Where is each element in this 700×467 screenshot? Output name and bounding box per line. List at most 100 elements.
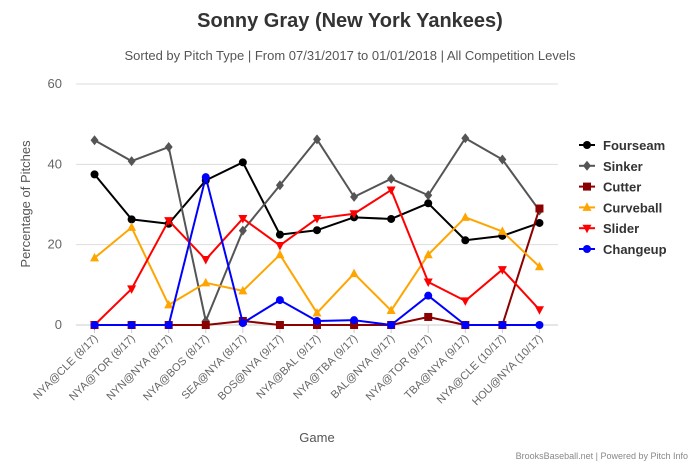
legend: Fourseam Sinker Cutter Curveball Slider Chang… — [579, 138, 667, 257]
y-tick-label: 40 — [48, 156, 62, 171]
fourseam-point — [90, 170, 99, 179]
cutter-point — [313, 321, 321, 329]
x-tick-label: NYA@BOS (8/17) — [141, 333, 212, 404]
cutter-point — [275, 321, 284, 329]
cutter-line — [94, 208, 541, 326]
changeup-line — [94, 176, 540, 326]
slider-point — [312, 215, 322, 224]
slider-point — [423, 278, 433, 288]
curveball-point — [423, 249, 433, 259]
slider-point — [460, 297, 470, 306]
fourseam-point — [461, 236, 470, 245]
x-tick-label: NYA@BAL (9/17) — [254, 333, 323, 402]
x-tick-label: NYA@TOR (9/17) — [364, 333, 435, 404]
legend-label: Sinker — [603, 159, 643, 174]
changeup-point — [387, 321, 396, 329]
curveball-point — [238, 285, 248, 295]
legend-item-curveball[interactable]: Curveball — [579, 200, 662, 215]
changeup-point — [498, 321, 507, 329]
curveball-point — [349, 268, 359, 278]
legend-label: Fourseam — [603, 138, 665, 153]
changeup-point — [461, 321, 470, 329]
changeup-point — [350, 316, 359, 325]
legend-label: Changeup — [603, 242, 667, 257]
fourseam-point — [424, 199, 433, 208]
y-axis-title: Percentage of Pitches — [18, 140, 33, 268]
changeup-point — [535, 321, 544, 329]
cutter-point — [424, 312, 433, 321]
legend-label: Slider — [603, 221, 639, 236]
slider-line — [93, 189, 541, 326]
curveball-point — [90, 252, 100, 262]
x-tick-label: NYA@TBA (9/17) — [291, 333, 360, 402]
legend-item-cutter[interactable]: Cutter — [579, 180, 641, 195]
slider-point — [238, 215, 248, 224]
cutter-point — [350, 321, 359, 329]
legend-label: Cutter — [603, 180, 641, 195]
y-tick-label: 60 — [48, 76, 62, 91]
legend-swatch-marker — [582, 224, 592, 234]
gridlines — [76, 83, 558, 326]
slider-point — [127, 285, 137, 294]
sinker-point — [387, 173, 396, 184]
fourseam-point — [313, 226, 321, 235]
y-tick-label: 0 — [55, 317, 62, 332]
curveball-point — [460, 212, 470, 221]
legend-swatch-marker — [583, 182, 591, 191]
x-axis-title: Game — [299, 430, 334, 445]
curveball-point — [127, 222, 137, 231]
changeup-point — [313, 316, 321, 325]
changeup-point — [424, 291, 433, 300]
changeup-point — [201, 173, 210, 182]
chart-title: Sonny Gray (New York Yankees) — [197, 10, 503, 32]
curveball-point — [497, 226, 507, 235]
series-changeup — [90, 173, 544, 329]
slider-point — [497, 266, 507, 275]
curveball-point — [201, 277, 211, 287]
changeup-point — [127, 321, 136, 329]
x-tick-label: BOS@NYA (9/17) — [216, 333, 286, 403]
changeup-point — [90, 321, 99, 329]
fourseam-point — [535, 218, 544, 227]
curveball-point — [534, 261, 544, 271]
legend-swatch-marker — [583, 245, 591, 253]
x-axis-ticks: NYA@CLE (8/17)NYA@TOR (8/17)NYN@NYA (8/1… — [31, 324, 558, 408]
series-fourseam — [90, 158, 544, 245]
x-tick-label: HOU@NYA (10/17) — [470, 333, 545, 408]
sinker-point — [238, 225, 247, 236]
curveball-point — [312, 307, 322, 317]
legend-swatch-marker — [583, 160, 591, 171]
x-tick-label: NYA@CLE (8/17) — [31, 333, 100, 402]
x-tick-label: NYA@CLE (10/17) — [435, 333, 509, 407]
legend-item-slider[interactable]: Slider — [579, 221, 639, 236]
sinker-point — [90, 135, 99, 146]
y-axis-ticks: 0 20 40 60 — [48, 76, 62, 332]
x-tick-label: BAL@NYA (9/17) — [329, 333, 398, 402]
x-tick-label: SEA@NYA (8/17) — [180, 333, 249, 402]
fourseam-point — [127, 215, 136, 224]
fourseam-point — [387, 214, 396, 223]
changeup-point — [164, 321, 173, 329]
chart-subtitle: Sorted by Pitch Type | From 07/31/2017 t… — [125, 48, 576, 63]
legend-item-changeup[interactable]: Changeup — [579, 242, 667, 257]
changeup-point — [238, 318, 247, 327]
legend-item-fourseam[interactable]: Fourseam — [579, 138, 665, 153]
cutter-point — [535, 204, 544, 213]
fourseam-point — [238, 158, 247, 167]
x-tick-label: TBA@NYA (9/17) — [402, 333, 471, 402]
legend-label: Curveball — [603, 200, 662, 215]
sinker-point — [313, 134, 321, 145]
curveball-point — [386, 305, 396, 315]
sinker-point — [498, 154, 507, 165]
sinker-point — [461, 133, 470, 144]
x-tick-label: NYA@TOR (8/17) — [67, 333, 138, 404]
series-curveball — [90, 212, 544, 317]
legend-swatch-marker — [583, 141, 591, 149]
legend-item-sinker[interactable]: Sinker — [579, 159, 643, 174]
curveball-point — [275, 249, 285, 259]
slider-point — [164, 217, 174, 226]
slider-point — [349, 210, 359, 219]
slider-point — [275, 241, 285, 251]
sinker-point — [127, 156, 136, 167]
